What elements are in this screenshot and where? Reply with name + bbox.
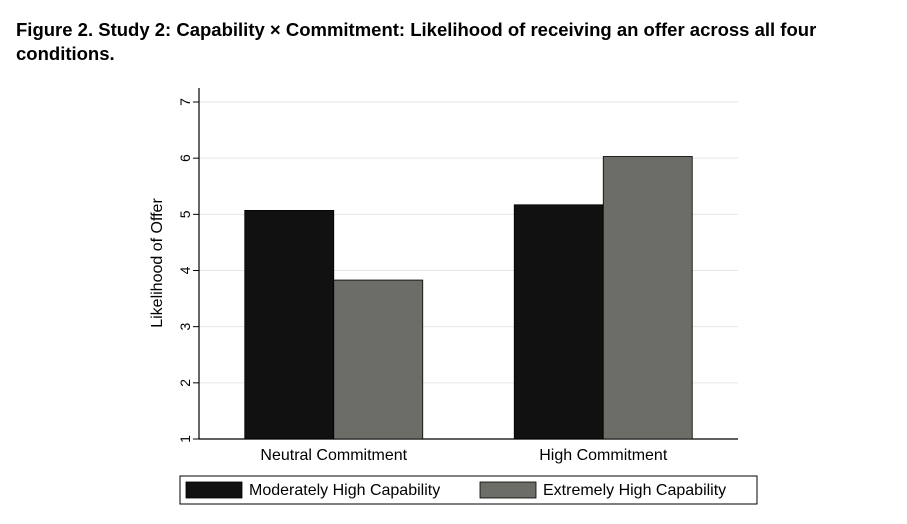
legend: Moderately High Capability Extremely High…: [179, 475, 758, 505]
legend-label: Moderately High Capability: [249, 482, 440, 499]
legend-swatch: [185, 481, 243, 499]
y-tick-label: 6: [177, 154, 193, 162]
y-axis-title: Likelihood of Offer: [149, 198, 166, 328]
x-axis-labels: Neutral Commitment High Commitment: [260, 447, 667, 464]
y-tick-label: 1: [177, 435, 193, 443]
y-tick-label: 2: [177, 379, 193, 387]
y-tick-label: 7: [177, 98, 193, 106]
bars: [244, 156, 693, 440]
x-category-label: Neutral Commitment: [260, 447, 407, 464]
bar: [333, 279, 424, 440]
legend-label: Extremely High Capability: [543, 482, 726, 499]
bar: [244, 210, 335, 440]
y-tick-label: 4: [177, 266, 193, 274]
legend-swatch: [479, 481, 537, 499]
bar: [513, 204, 604, 440]
figure-title: Figure 2. Study 2: Capability × Commitme…: [16, 19, 817, 64]
x-category-label: High Commitment: [539, 447, 668, 464]
bar: [602, 156, 693, 440]
y-tick-label: 5: [177, 210, 193, 218]
y-tick-label: 3: [177, 323, 193, 331]
legend-box: [179, 475, 758, 505]
